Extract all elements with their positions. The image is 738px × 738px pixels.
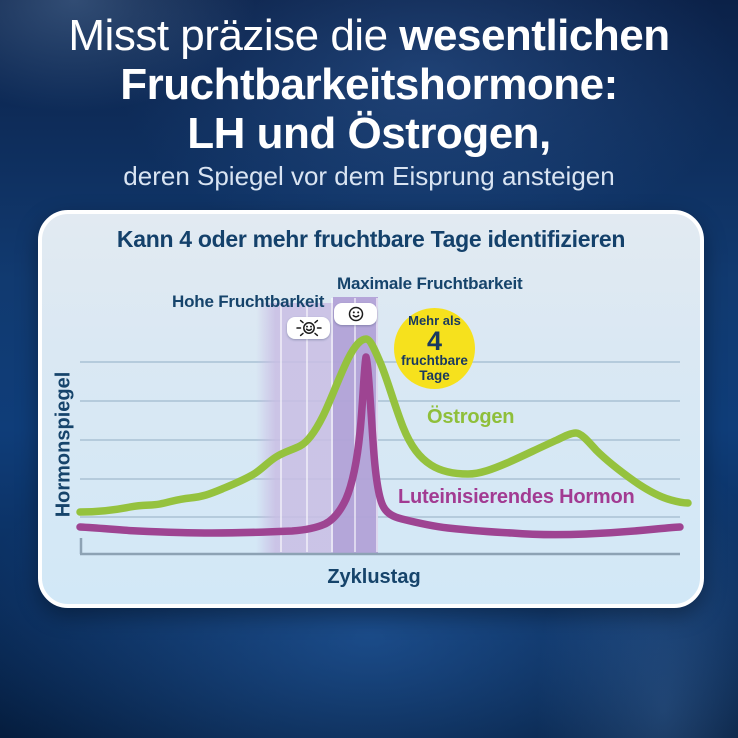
headline-subline: deren Spiegel vor dem Eisprung ansteigen [123, 161, 615, 191]
high-fertility-label: Hohe Fruchtbarkeit [172, 292, 325, 311]
flashing-smiley-icon [295, 319, 322, 337]
headline-line1-bold: wesentlichen [399, 11, 670, 60]
flashing-smiley-badge [287, 317, 330, 339]
chart-title: Kann 4 oder mehr fruchtbare Tage identif… [116, 226, 626, 252]
x-axis-label: Zyklustag [327, 566, 421, 588]
fertile-days-badge: Mehr als 4 fruchtbare Tage [394, 308, 475, 389]
headline-line1-regular: Misst präzise die [68, 11, 400, 60]
lh-series-label: Luteinisierendes Hormon [398, 486, 635, 508]
peak-fertility-label: Maximale Fruchtbarkeit [337, 274, 523, 293]
badge-line1: Mehr als [408, 313, 461, 328]
headline-line1: Misst präzise die wesentlichen [0, 12, 738, 60]
badge-line3: fruchtbare [401, 353, 468, 368]
badge-number: 4 [426, 326, 443, 356]
smiley-icon [348, 306, 363, 322]
smiley-badge [334, 303, 377, 325]
chart-card [38, 210, 704, 608]
y-axis-label: Hormonspiegel [52, 371, 75, 518]
estrogen-series-label: Östrogen [427, 406, 515, 428]
headline-line3: LH und Östrogen, [187, 109, 551, 158]
badge-line4: Tage [419, 368, 450, 383]
headline-line2: Fruchtbarkeitshormone: [120, 60, 618, 109]
